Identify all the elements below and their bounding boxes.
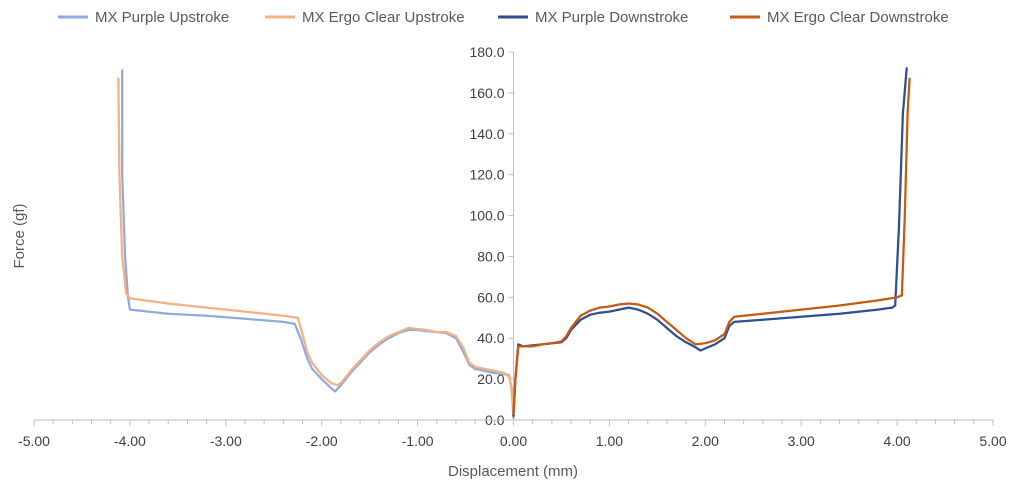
- y-tick-label: 20.0: [477, 371, 504, 387]
- x-axis-title: Displacement (mm): [448, 463, 578, 480]
- x-tick-label: 1.00: [596, 433, 623, 449]
- x-tick-label: -4.00: [114, 433, 146, 449]
- legend: MX Purple Upstroke MX Ergo Clear Upstroke…: [58, 9, 949, 26]
- legend-label: MX Purple Upstroke: [95, 9, 229, 26]
- y-tick-label: 120.0: [469, 167, 504, 183]
- y-axis-title: Force (gf): [11, 203, 28, 268]
- legend-item: MX Ergo Clear Upstroke: [265, 9, 465, 26]
- x-tick-label: -2.00: [306, 433, 338, 449]
- series-line-2: [117, 77, 515, 418]
- series-line-4: [512, 77, 911, 416]
- x-tick-label: 5.00: [979, 433, 1006, 449]
- y-tick-label: 40.0: [477, 330, 504, 346]
- x-axis: -5.00 -4.00 -3.00 -2.00 -1.00 0.00 1.00 2.00 3.0…: [18, 419, 1007, 449]
- y-tick-label: 160.0: [469, 85, 504, 101]
- x-tick-label: -1.00: [402, 433, 434, 449]
- x-tick-label: 2.00: [692, 433, 719, 449]
- legend-label: MX Ergo Clear Upstroke: [302, 9, 465, 26]
- legend-item: MX Purple Upstroke: [58, 9, 229, 26]
- y-tick-label: 60.0: [477, 289, 504, 305]
- y-tick-label: 180.0: [469, 44, 504, 60]
- legend-item: MX Purple Downstroke: [498, 9, 688, 26]
- series-line-1: [121, 69, 515, 420]
- x-tick-label: 0.00: [500, 433, 527, 449]
- x-tick-label: -3.00: [210, 433, 242, 449]
- series-line-3: [512, 67, 908, 418]
- x-tick-label: 4.00: [883, 433, 910, 449]
- y-tick-label: 100.0: [469, 208, 504, 224]
- y-tick-label: 140.0: [469, 126, 504, 142]
- y-tick-label: 80.0: [477, 248, 504, 264]
- x-tick-label: 3.00: [788, 433, 815, 449]
- legend-item: MX Ergo Clear Downstroke: [730, 9, 949, 26]
- x-tick-label: -5.00: [18, 433, 50, 449]
- series-layer: [117, 67, 911, 420]
- legend-label: MX Ergo Clear Downstroke: [767, 9, 949, 26]
- legend-label: MX Purple Downstroke: [535, 9, 688, 26]
- y-axis: 0.020.040.060.080.0100.0120.0140.0160.01…: [469, 44, 514, 428]
